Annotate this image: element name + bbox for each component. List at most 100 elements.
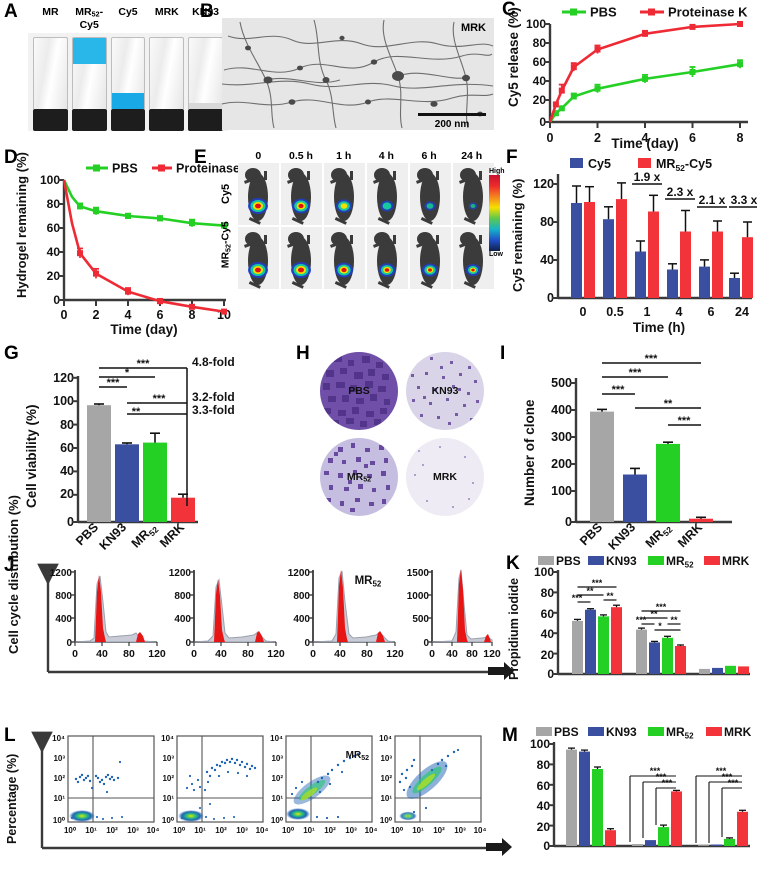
plate-label-mr52: MR52 — [346, 470, 372, 484]
panel-g-significance — [99, 367, 188, 506]
sig-k7: *** — [656, 602, 667, 612]
scatter-mrk: 10⁴ 10³ 10² 10¹ 10⁰ 10⁰ 10¹ 10² 10³ 10⁴ — [379, 734, 486, 835]
panel-f-ylabel: Cy5 remaining (%) — [510, 179, 525, 292]
svg-text:100: 100 — [534, 565, 554, 579]
svg-text:10³: 10³ — [236, 826, 248, 835]
plate-kn93: KN93 — [406, 352, 484, 430]
svg-text:10⁰: 10⁰ — [282, 826, 295, 835]
fluorescence-signals — [248, 198, 478, 214]
panel-a-photo — [28, 32, 228, 131]
svg-text:1000: 1000 — [407, 591, 430, 602]
legend-kn93: KN93 — [606, 725, 637, 739]
sig-k9: ** — [670, 615, 678, 625]
svg-text:8: 8 — [737, 131, 744, 145]
svg-text:800: 800 — [174, 591, 191, 602]
panel-e-row-cy5: Cy5 — [216, 163, 494, 225]
annotation-1-9x: 1.9 x — [634, 170, 661, 184]
svg-text:0: 0 — [539, 115, 546, 129]
colorbar-gradient — [489, 175, 500, 251]
panel-a: MR MR52-Cy5 Cy5 MRK KN93 — [28, 6, 228, 131]
panel-k-ylabel: Propidium iodide — [507, 578, 521, 680]
svg-text:1500: 1500 — [407, 568, 430, 579]
panel-f-annotations: 1.9 x 2.3 x 2.1 x 3.3 x — [632, 170, 758, 208]
panel-f: Cy5 MR52-Cy5 120 80 40 0 — [504, 152, 760, 335]
xlabel-mr52: MR52 — [129, 520, 161, 552]
panel-m: PBS KN93 MR52 MRK 100 80 60 40 20 0 — [498, 724, 758, 892]
svg-text:40: 40 — [334, 648, 346, 660]
svg-text:80: 80 — [466, 648, 478, 660]
legend-pbs: PBS — [112, 162, 138, 176]
panel-j-ylabel: Cell cycle distribution (%) — [6, 495, 21, 654]
legend-mrk: MRK — [722, 554, 750, 568]
timepoint-1h: 1 h — [336, 150, 352, 162]
panel-b-label: B — [200, 1, 214, 22]
svg-text:10¹: 10¹ — [412, 826, 424, 835]
row-label-mr52-cy5: MR52-Cy5 — [219, 220, 233, 268]
svg-text:10⁰: 10⁰ — [380, 816, 393, 825]
panel-d-legend: PBS Proteinase K — [86, 162, 252, 176]
sig-i-4: ** — [664, 398, 673, 410]
plate-label-kn93: KN93 — [431, 385, 459, 397]
panel-m-bars — [566, 749, 748, 846]
panel-g-errorbars — [94, 403, 188, 498]
sig-k6: ** — [650, 609, 658, 619]
scatter-mr52: 10⁴ 10³ 10² 10¹ 10⁰ MR52 10⁰ 10¹ 10² 10³ 10⁴ — [270, 734, 377, 835]
xlabel-mrk: MRK — [675, 520, 705, 550]
panel-a-label: A — [4, 1, 18, 22]
panel-f-bars — [571, 199, 753, 298]
svg-text:10³: 10³ — [162, 754, 174, 763]
svg-text:10¹: 10¹ — [53, 794, 65, 803]
svg-text:40: 40 — [47, 245, 61, 259]
panel-j-label: J — [4, 555, 15, 576]
panel-i-ylabel: Number of clone — [522, 399, 537, 506]
legend-mr52: MR52 — [666, 554, 694, 570]
vial-mr — [33, 36, 68, 131]
sig-i-1: *** — [612, 384, 626, 396]
svg-text:0: 0 — [191, 648, 197, 660]
xlabel-kn93: KN93 — [606, 520, 639, 553]
subplot-pbs: 1200 800 400 0 0 40 80 120 — [50, 568, 166, 660]
svg-text:10³: 10³ — [454, 826, 466, 835]
svg-text:10⁴: 10⁴ — [474, 826, 487, 835]
svg-text:1200: 1200 — [288, 568, 311, 579]
svg-text:10⁰: 10⁰ — [162, 816, 175, 825]
svg-text:100: 100 — [551, 484, 572, 498]
svg-text:100: 100 — [40, 173, 60, 187]
panel-k-errorbars — [574, 604, 684, 646]
sig-g-2: * — [125, 367, 130, 379]
panel-d-label: D — [4, 147, 18, 168]
panel-f-errorbars — [572, 182, 752, 278]
plate-label-pbs: PBS — [348, 385, 370, 397]
panel-d-ylabel: Hydrogel remaining (%) — [14, 152, 29, 298]
svg-text:8: 8 — [189, 308, 196, 322]
svg-text:60: 60 — [60, 441, 74, 455]
panel-m-errorbars — [568, 747, 746, 839]
timepoint-0-5h: 0.5 h — [289, 150, 313, 162]
svg-text:400: 400 — [551, 403, 572, 417]
panel-l-label: L — [4, 725, 16, 746]
svg-text:200: 200 — [551, 457, 572, 471]
panel-k-legend: PBS KN93 MR52 MRK — [538, 554, 750, 570]
sig-k5: *** — [636, 615, 647, 625]
svg-text:80: 80 — [537, 758, 551, 772]
panel-e-label: E — [194, 147, 207, 168]
sig-i-5: *** — [678, 415, 692, 427]
svg-text:2: 2 — [93, 308, 100, 322]
svg-text:120: 120 — [148, 648, 166, 660]
svg-text:0: 0 — [547, 667, 554, 681]
svg-text:20: 20 — [60, 487, 74, 501]
svg-text:100: 100 — [526, 17, 546, 31]
subplot-kn93: 1200 800 400 0 0 40 80 120 — [169, 568, 285, 660]
sample-header-mrk: MRK — [154, 6, 179, 18]
timepoint-6h: 6 h — [421, 150, 437, 162]
svg-text:6: 6 — [689, 131, 696, 145]
svg-text:10¹: 10¹ — [380, 794, 392, 803]
series-proteinase-k — [548, 21, 743, 123]
svg-text:800: 800 — [293, 591, 310, 602]
legend-kn93: KN93 — [606, 554, 637, 568]
legend-mr52-cy5: MR52-Cy5 — [656, 157, 712, 173]
annotation-2-1x: 2.1 x — [699, 193, 726, 207]
timepoint-0: 0 — [255, 150, 262, 162]
vial-kn93 — [188, 36, 223, 131]
svg-text:10²: 10² — [324, 826, 336, 835]
